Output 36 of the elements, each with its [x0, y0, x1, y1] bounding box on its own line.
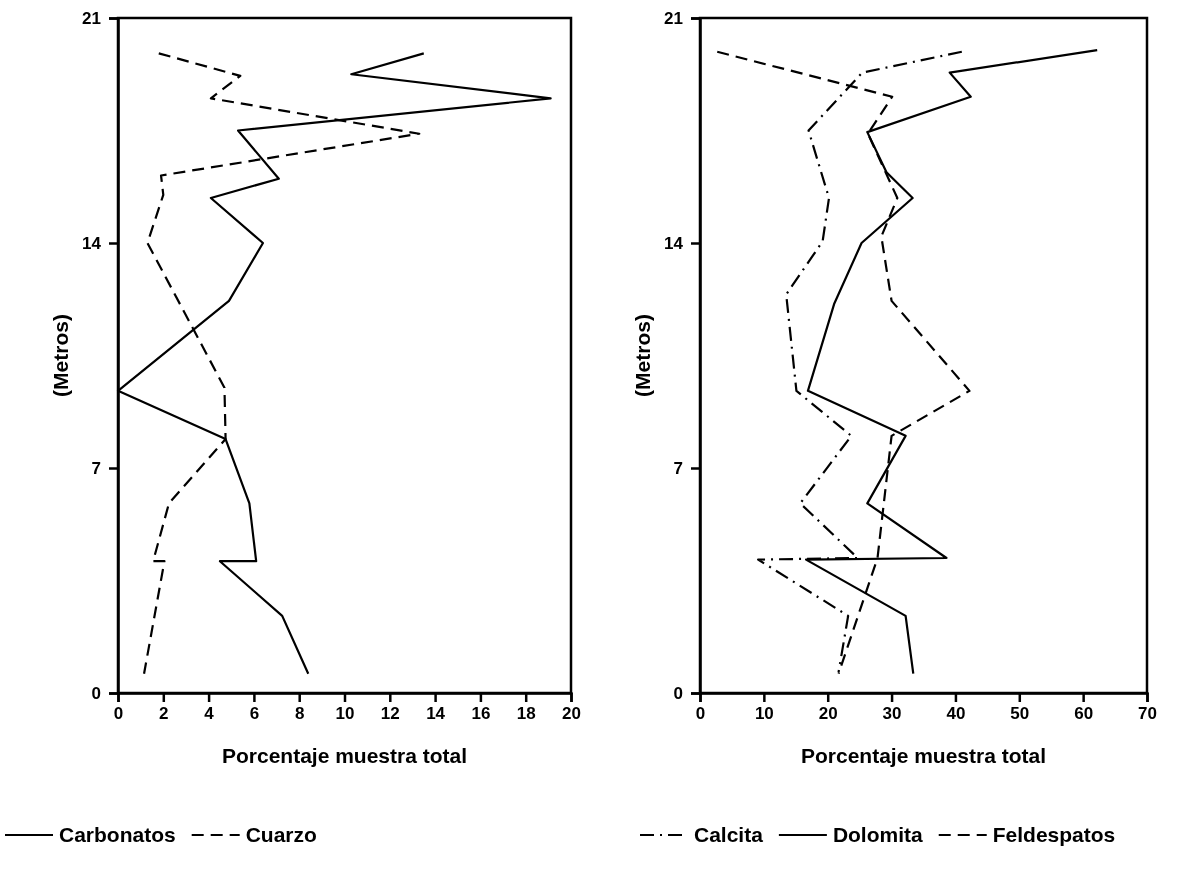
x-tick-label: 16	[471, 704, 491, 724]
x-axis-title: Porcentaje muestra total	[800, 744, 1047, 767]
y-tick-label: 7	[673, 458, 683, 478]
x-tick-label: 30	[882, 704, 902, 724]
x-tick-label: 0	[695, 704, 706, 724]
x-tick-label: 70	[1138, 704, 1157, 724]
x-tick-label: 40	[946, 704, 966, 724]
x-tick-label: 18	[516, 704, 536, 724]
legend-label: Feldespatos	[992, 823, 1116, 846]
y-tick-label: 14	[664, 233, 684, 253]
x-tick-label: 8	[294, 704, 305, 724]
y-tick-label: 21	[664, 8, 683, 28]
y-axis-title: (Metros)	[49, 314, 72, 397]
x-tick-label: 6	[249, 704, 260, 724]
x-tick-label: 50	[1010, 704, 1030, 724]
legend-label: Dolomita	[832, 823, 924, 846]
x-tick-label: 60	[1074, 704, 1094, 724]
legend-label: Cuarzo	[245, 823, 317, 846]
y-axis-title: (Metros)	[631, 314, 654, 397]
x-tick-label: 10	[335, 704, 355, 724]
x-tick-label: 2	[159, 704, 169, 724]
x-tick-label: 12	[380, 704, 400, 724]
x-tick-label: 14	[426, 704, 446, 724]
x-tick-label: 0	[113, 704, 124, 724]
x-tick-label: 4	[204, 704, 215, 724]
x-tick-label: 20	[562, 704, 581, 724]
legend-label: Calcita	[694, 823, 764, 846]
y-tick-label: 0	[673, 683, 683, 703]
x-axis-title: Porcentaje muestra total	[221, 744, 468, 767]
x-tick-label: 20	[818, 704, 838, 724]
y-tick-label: 0	[91, 683, 101, 703]
y-tick-label: 7	[91, 458, 101, 478]
legend-label: Carbonatos	[59, 823, 176, 846]
x-tick-label: 10	[754, 704, 774, 724]
y-tick-label: 21	[82, 8, 101, 28]
y-tick-label: 14	[82, 233, 102, 253]
